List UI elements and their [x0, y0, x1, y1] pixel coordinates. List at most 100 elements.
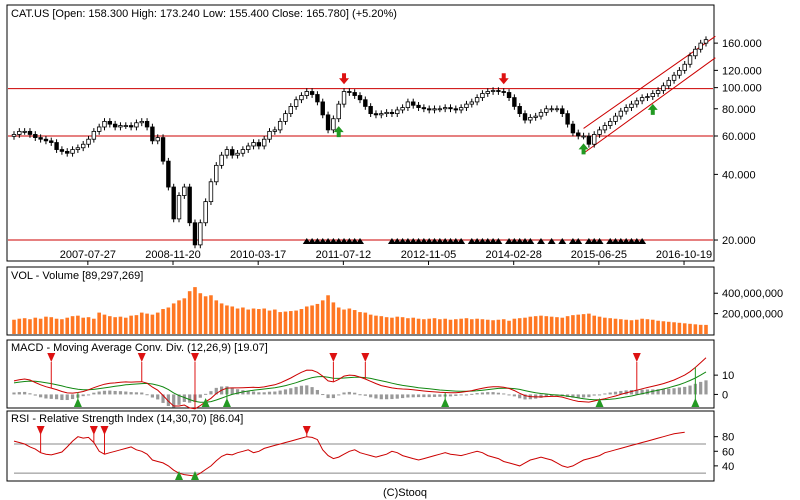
macd-histogram-bar	[486, 392, 490, 395]
candle-up	[405, 101, 411, 108]
volume-bar	[44, 316, 48, 334]
macd-histogram-bar	[576, 394, 580, 398]
candle-up	[613, 115, 618, 122]
price-panel: CAT.US [Open: 158.300 High: 173.240 Low:…	[6, 4, 762, 265]
signal-triangle-icon	[387, 238, 396, 244]
rsi-buy-triangle-icon	[190, 471, 199, 480]
volume-bar	[501, 319, 506, 334]
volume-bar	[406, 318, 410, 334]
candles	[11, 36, 709, 249]
candle-down	[54, 142, 59, 150]
signal-triangle-icon	[340, 238, 349, 244]
volume-bar	[347, 308, 352, 334]
macd-histogram-bar	[113, 390, 117, 395]
macd-histogram-bar	[278, 390, 282, 395]
volume-bar	[60, 319, 64, 334]
volume-bar	[150, 314, 155, 334]
macd-histogram-bar	[161, 394, 165, 403]
macd-histogram-bar	[283, 389, 288, 395]
candle-up	[661, 85, 666, 91]
volume-bar	[512, 318, 517, 334]
rsi-y-tick-label: 80	[722, 432, 734, 444]
volume-bar	[438, 319, 442, 334]
candle-up	[176, 195, 182, 220]
volume-bar	[469, 319, 474, 334]
volume-bar	[267, 310, 272, 334]
volume-bar	[102, 314, 107, 334]
candle-down	[416, 104, 421, 108]
volume-bar	[171, 303, 176, 334]
candle-down	[426, 108, 432, 111]
macd-buy-triangle-icon	[441, 398, 450, 407]
volume-bar	[592, 315, 597, 334]
candle-down	[496, 90, 501, 92]
candle-up	[490, 90, 496, 92]
signal-triangle-icon	[334, 238, 343, 244]
volume-bar	[225, 305, 229, 334]
volume-panel: VOL - Volume [89,297,269] 200,000,000 400…	[6, 266, 783, 336]
candle-down	[49, 140, 54, 143]
rsi-panel: RSI - Relative Strength Index (14,30,70)…	[6, 410, 734, 482]
macd-histogram-bar	[140, 392, 144, 395]
volume-bar	[400, 317, 405, 334]
candle-up	[384, 111, 389, 115]
signal-triangle-icon	[616, 238, 625, 244]
signal-triangle-icon	[611, 238, 620, 244]
signal-triangle-icon	[638, 238, 647, 244]
candle-down	[576, 132, 581, 137]
signal-triangle-icon	[356, 238, 364, 244]
volume-bar	[640, 318, 644, 334]
volume-bar	[587, 313, 591, 334]
signal-triangle-icon	[574, 238, 583, 244]
macd-histogram-bar	[374, 394, 378, 399]
volume-bar	[645, 319, 650, 334]
volume-bar	[251, 308, 256, 334]
volume-bar	[624, 319, 628, 334]
signal-triangle-icon	[302, 238, 311, 244]
price-x-tick-label: 2007-07-27	[60, 249, 116, 261]
signal-triangle-icon	[457, 238, 466, 244]
volume-bar	[368, 314, 373, 334]
signal-triangle-icon	[409, 238, 418, 244]
volume-bar	[38, 318, 43, 334]
volume-bar	[342, 309, 346, 334]
macd-histogram-bar	[651, 389, 655, 395]
candle-down	[33, 134, 38, 138]
volume-bar	[209, 295, 213, 334]
macd-histogram-bar	[342, 392, 346, 395]
candle-down	[389, 111, 395, 115]
volume-bar	[464, 318, 469, 334]
macd-histogram-bar	[512, 394, 516, 397]
channel-lower-line	[583, 57, 716, 154]
macd-histogram-bar	[305, 385, 309, 395]
volume-bar	[129, 315, 133, 334]
candle-down	[59, 149, 65, 152]
volume-bar	[416, 318, 421, 334]
candle-down	[363, 99, 368, 107]
signal-triangle-icon	[521, 238, 530, 244]
signal-triangle-icon	[547, 238, 556, 244]
volume-bar	[166, 307, 171, 334]
macd-histogram-bar	[400, 394, 405, 399]
candle-up	[528, 117, 533, 121]
macd-histogram-bar	[124, 391, 128, 395]
signal-triangle-icon	[584, 238, 593, 244]
candle-up	[544, 108, 549, 113]
candle-up	[650, 93, 655, 97]
price-y-tick-label: 40.000	[722, 169, 756, 181]
macd-buy-triangle-icon	[201, 398, 210, 407]
signal-triangle-icon	[313, 238, 322, 244]
price-x-tick-label: 2010-03-17	[230, 249, 286, 261]
sell-arrow-icon	[339, 73, 350, 85]
volume-bar	[374, 315, 378, 334]
signal-triangle-icon	[308, 238, 317, 244]
rsi-panel-frame	[6, 410, 715, 482]
volume-bar	[517, 318, 522, 334]
signal-triangle-icon	[632, 238, 641, 244]
volume-y-tick-label: 400,000,000	[722, 288, 783, 300]
volume-bar	[257, 309, 261, 334]
macd-histogram-bar	[363, 394, 367, 396]
signal-triangle-icon	[483, 238, 492, 244]
macd-histogram-bar	[134, 392, 139, 395]
macd-histogram-bar	[273, 391, 277, 395]
